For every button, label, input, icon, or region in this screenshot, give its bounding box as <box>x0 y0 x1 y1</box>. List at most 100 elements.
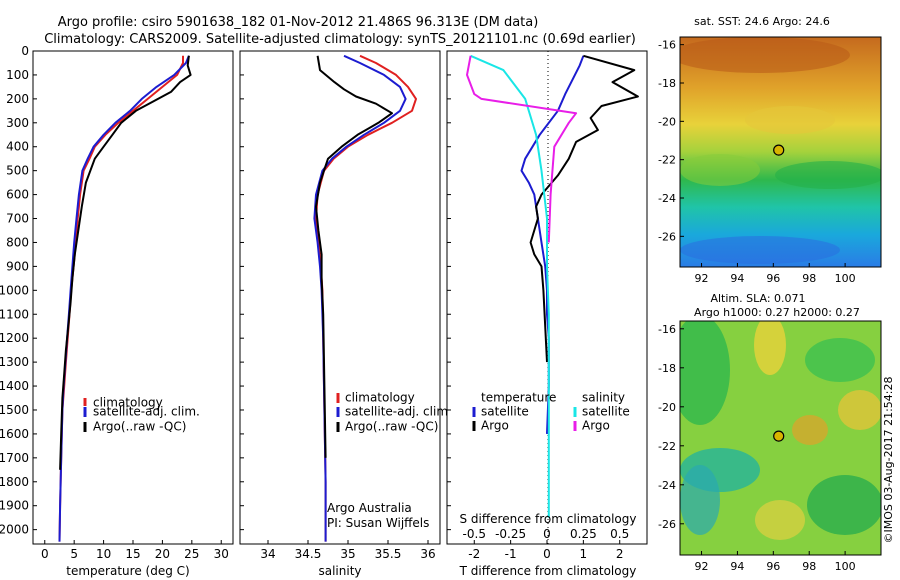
depth-tick-label: 300 <box>6 116 29 130</box>
depth-tick-label: 1400 <box>0 379 29 393</box>
x2-tick-label: -0.5 <box>463 527 486 541</box>
depth-tick-label: 600 <box>6 188 29 202</box>
map-lon-label: 96 <box>766 272 780 285</box>
depth-tick-label: 800 <box>6 235 29 249</box>
figure-title-line2: Climatology: CARS2009. Satellite-adjuste… <box>44 32 636 47</box>
map-lat-label: -16 <box>658 323 676 336</box>
depth-tick-label: 1900 <box>0 499 29 513</box>
depth-tick-label: 0 <box>21 44 29 58</box>
legend-salinity-title: salinity <box>582 391 625 405</box>
legend-sal-argo-label: Argo <box>582 419 610 433</box>
map-lon-label: 92 <box>695 560 709 573</box>
operator-annotation: Argo Australia <box>327 501 412 515</box>
depth-tick-label: 500 <box>6 164 29 178</box>
depth-tick-label: 1800 <box>0 475 29 489</box>
x2-tick-label: 0.5 <box>610 527 629 541</box>
map-lon-label: 96 <box>766 560 780 573</box>
sla-patch <box>680 321 730 425</box>
legend-satellite-label: satellite-adj. clim. <box>345 405 452 419</box>
series-line-satellite <box>520 55 585 434</box>
legend-argo-label: Argo(..raw -QC) <box>345 420 438 434</box>
x-tick-label: 0 <box>543 547 551 561</box>
x-tick-label: 36 <box>420 547 435 561</box>
legend-argo-label: Argo(..raw -QC) <box>93 420 186 434</box>
map-lon-label: 100 <box>835 560 856 573</box>
depth-tick-label: 400 <box>6 140 29 154</box>
sla-patch <box>838 390 881 430</box>
pi-annotation: PI: Susan Wijffels <box>327 516 429 530</box>
sla-patch <box>805 338 875 382</box>
difference-legend: temperature satellite Argo salinity sate… <box>472 391 630 433</box>
salinity-xlabel: salinity <box>318 564 361 578</box>
map-lat-label: -18 <box>658 362 676 375</box>
legend-temp-argo-label: Argo <box>481 419 509 433</box>
depth-tick-label: 1000 <box>0 283 29 297</box>
sst-patch <box>745 106 835 134</box>
map-lat-label: -16 <box>658 39 676 52</box>
x-tick-label: -2 <box>468 547 480 561</box>
x2-tick-label: 0.25 <box>570 527 597 541</box>
x-tick-label: 20 <box>155 547 170 561</box>
legend-satellite-label: satellite-adj. clim. <box>93 405 200 419</box>
map-lat-label: -22 <box>658 440 676 453</box>
s-difference-xlabel: S difference from climatology <box>460 512 637 526</box>
map-lat-label: -18 <box>658 77 676 90</box>
sla-map-frame <box>679 320 882 556</box>
depth-tick-label: 700 <box>6 212 29 226</box>
series-line-argo <box>529 54 639 363</box>
argo-location-marker <box>773 430 785 442</box>
sla-map-panel: Altim. SLA: 0.071 Argo h1000: 0.27 h2000… <box>658 292 882 573</box>
map-lat-label: -26 <box>658 230 676 243</box>
x2-tick-label: -0.25 <box>495 527 526 541</box>
sla-patch <box>807 475 881 535</box>
depth-tick-label: 100 <box>6 68 29 82</box>
x2-tick-label: 0 <box>543 527 551 541</box>
depth-tick-label: 1600 <box>0 427 29 441</box>
sst-map-title: sat. SST: 24.6 Argo: 24.6 <box>694 15 830 28</box>
depth-tick-label: 200 <box>6 92 29 106</box>
map-lon-label: 100 <box>835 272 856 285</box>
x-tick-label: 10 <box>96 547 111 561</box>
legend-temperature-title: temperature <box>481 391 556 405</box>
salinity-axes-frame <box>239 50 441 545</box>
salinity-panel: 34 34.5 35 35.5 36 salinity climatology sate… <box>239 50 452 578</box>
depth-tick-label: 1200 <box>0 331 29 345</box>
x-tick-label: 35 <box>340 547 355 561</box>
sst-map-frame <box>679 36 882 268</box>
x-tick-label: -1 <box>505 547 517 561</box>
map-lat-label: -22 <box>658 154 676 167</box>
x-tick-label: 25 <box>184 547 199 561</box>
figure-title-line1: Argo profile: csiro 5901638_182 01-Nov-2… <box>58 15 539 30</box>
t-difference-xlabel: T difference from climatology <box>459 564 637 578</box>
sst-patch <box>680 154 760 186</box>
series-line-argo_salinity <box>466 55 578 243</box>
x-tick-label: 5 <box>70 547 78 561</box>
sla-patch <box>792 415 828 445</box>
legend-climatology-label: climatology <box>93 396 163 410</box>
series-line-salinity <box>470 54 550 518</box>
depth-tick-label: 1300 <box>0 355 29 369</box>
temperature-legend: climatology satellite-adj. clim. Argo(..… <box>83 396 200 434</box>
salinity-legend: climatology satellite-adj. clim. Argo(..… <box>336 391 452 434</box>
map-lon-label: 94 <box>730 560 744 573</box>
depth-tick-label: 1700 <box>0 451 29 465</box>
series-line-argo <box>59 55 192 470</box>
map-lon-label: 94 <box>730 272 744 285</box>
map-lat-label: -24 <box>658 192 676 205</box>
depth-tick-label: 1500 <box>0 403 29 417</box>
x-tick-label: 0 <box>41 547 49 561</box>
sla-patch <box>680 465 720 535</box>
sst-map-panel: sat. SST: 24.6 Argo: 24.6 92 94 96 98 100 -16… <box>658 15 882 285</box>
temperature-panel: 0100200300400500600700800900100011001200… <box>0 44 234 578</box>
sst-warm-band <box>680 37 850 73</box>
x-tick-label: 34 <box>260 547 275 561</box>
x-tick-label: 15 <box>125 547 140 561</box>
sla-patch <box>754 321 786 375</box>
temperature-axes-frame <box>32 50 234 545</box>
map-lat-label: -20 <box>658 401 676 414</box>
x-tick-label: 1 <box>580 547 588 561</box>
legend-climatology-label: climatology <box>345 391 415 405</box>
map-lat-label: -24 <box>658 479 676 492</box>
sla-map-title-line2: Argo h1000: 0.27 h2000: 0.27 <box>694 306 860 319</box>
depth-tick-label: 900 <box>6 259 29 273</box>
